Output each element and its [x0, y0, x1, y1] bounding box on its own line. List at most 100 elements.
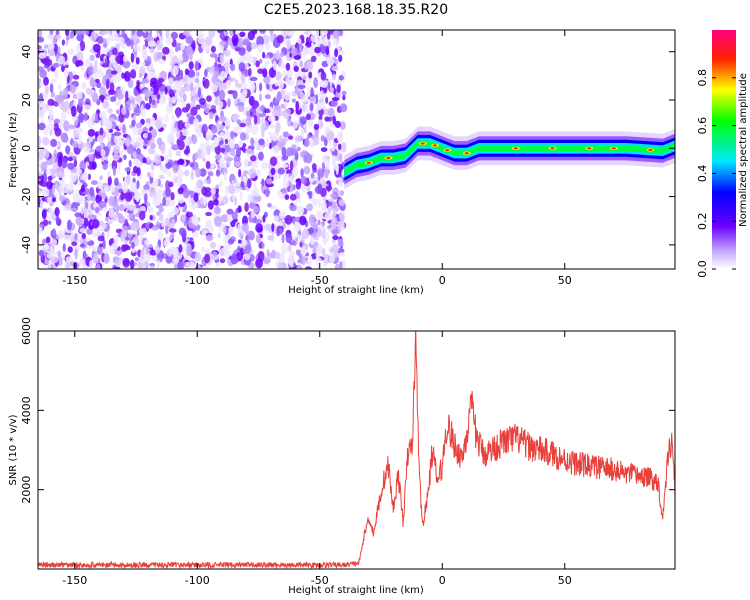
- noise-blob: [303, 129, 308, 134]
- noise-blob: [50, 138, 58, 148]
- noise-blob: [122, 55, 128, 63]
- y-tick-label: -40: [20, 236, 33, 254]
- noise-blob: [50, 256, 59, 264]
- noise-blob: [129, 259, 135, 269]
- y-tick-label: 6000: [20, 317, 33, 345]
- colorbar-tick-label: 0.2: [696, 212, 709, 230]
- noise-blob: [326, 231, 330, 242]
- noise-blob: [219, 258, 226, 264]
- noise-blob: [332, 73, 336, 81]
- noise-blob: [76, 33, 84, 42]
- noise-blob: [114, 177, 119, 186]
- trace-peak-core: [444, 149, 450, 152]
- noise-blob: [208, 111, 214, 120]
- noise-blob: [138, 210, 146, 221]
- noise-blob: [218, 115, 227, 122]
- noise-blob: [296, 265, 302, 269]
- noise-blob: [124, 137, 131, 147]
- noise-blob: [323, 86, 328, 94]
- noise-blob: [240, 180, 244, 189]
- noise-blob: [328, 107, 335, 118]
- noise-blob: [218, 195, 222, 200]
- noise-blob: [89, 259, 94, 269]
- noise-blob: [148, 71, 155, 77]
- noise-blob: [53, 102, 59, 107]
- noise-blob: [97, 181, 103, 190]
- noise-blob: [237, 83, 242, 89]
- noise-blob: [234, 196, 238, 206]
- noise-blob: [218, 180, 224, 187]
- noise-blob: [290, 148, 298, 156]
- noise-blob: [313, 222, 318, 229]
- snr-x-ticks: -150 -100 -50 0 50: [62, 331, 572, 587]
- noise-blob: [201, 157, 207, 162]
- noise-blob: [230, 130, 235, 140]
- noise-blob: [47, 66, 51, 73]
- noise-blob: [334, 120, 341, 128]
- noise-blob: [83, 147, 91, 153]
- noise-blob: [276, 110, 284, 117]
- noise-blob: [63, 234, 71, 241]
- noise-blob: [291, 251, 295, 256]
- noise-blob: [39, 200, 44, 210]
- noise-blob: [182, 129, 190, 137]
- noise-blob: [106, 132, 112, 141]
- noise-blob: [113, 134, 122, 145]
- noise-blob: [177, 198, 185, 204]
- noise-blob: [185, 261, 191, 267]
- noise-blob: [107, 176, 112, 186]
- noise-blob: [334, 163, 339, 171]
- noise-blob: [256, 106, 262, 112]
- noise-blob: [127, 78, 134, 89]
- noise-blob: [261, 178, 265, 187]
- noise-blob: [161, 123, 167, 129]
- noise-blob: [164, 154, 169, 164]
- noise-blob: [115, 99, 121, 107]
- noise-blob: [99, 127, 104, 136]
- noise-blob: [288, 266, 296, 269]
- noise-blob: [321, 161, 325, 169]
- noise-blob: [190, 170, 194, 180]
- noise-blob: [83, 112, 88, 122]
- noise-blob: [83, 104, 91, 111]
- noise-blob: [117, 163, 121, 174]
- noise-blob: [103, 43, 108, 48]
- noise-blob: [122, 60, 131, 69]
- noise-blob: [292, 241, 297, 246]
- noise-blob: [283, 91, 292, 101]
- noise-blob: [131, 98, 135, 105]
- noise-blob: [338, 252, 345, 257]
- noise-blob: [112, 165, 116, 176]
- noise-blob: [259, 58, 263, 64]
- noise-blob: [158, 213, 164, 222]
- noise-blob: [42, 173, 48, 184]
- noise-blob: [303, 154, 307, 163]
- noise-blob: [165, 224, 169, 235]
- noise-blob: [218, 89, 226, 101]
- noise-blob: [147, 132, 152, 141]
- noise-blob: [285, 30, 294, 37]
- noise-blob: [150, 128, 158, 139]
- noise-blob: [97, 135, 104, 143]
- noise-blob: [269, 30, 274, 35]
- noise-blob: [135, 192, 140, 203]
- noise-blob: [306, 36, 310, 46]
- noise-blob: [263, 60, 268, 69]
- noise-blob: [176, 138, 181, 146]
- noise-blob: [254, 218, 263, 225]
- noise-blob: [133, 151, 137, 161]
- noise-blob: [56, 170, 65, 179]
- noise-blob: [134, 257, 140, 262]
- noise-blob: [236, 147, 241, 158]
- noise-blob: [151, 226, 159, 231]
- noise-blob: [227, 98, 231, 108]
- noise-blob: [157, 230, 164, 240]
- noise-blob: [41, 136, 50, 146]
- noise-blob: [46, 196, 53, 204]
- noise-blob: [339, 190, 345, 197]
- noise-blob: [64, 64, 69, 69]
- noise-blob: [316, 102, 323, 111]
- noise-blob: [38, 150, 45, 160]
- noise-blob: [248, 55, 254, 64]
- trace-peak-core: [587, 147, 592, 150]
